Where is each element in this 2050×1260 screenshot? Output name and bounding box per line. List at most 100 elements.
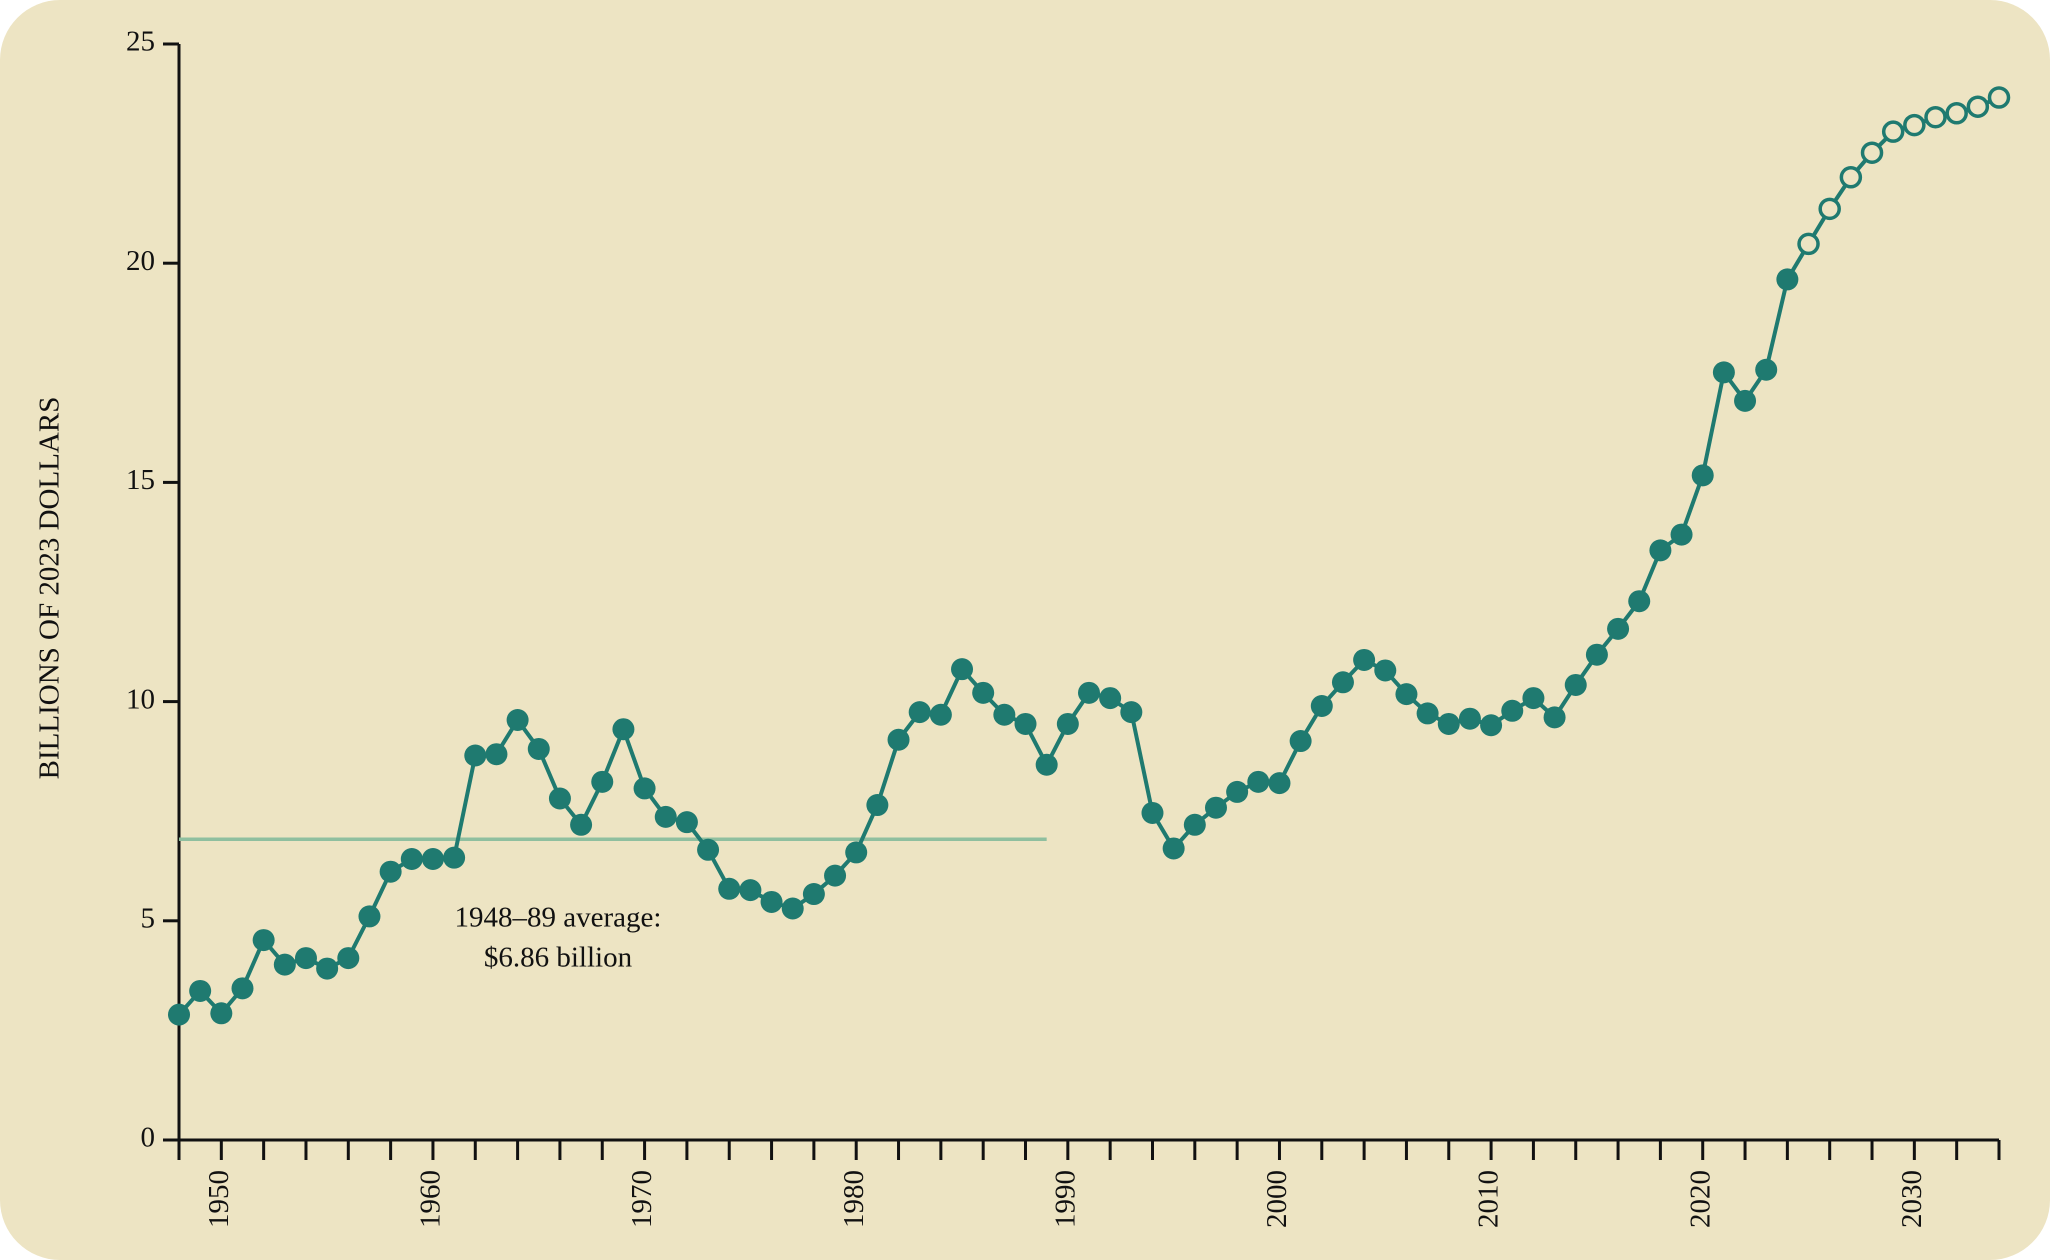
data-point (527, 737, 550, 760)
data-point (231, 977, 254, 1000)
x-tick-label: 2020 (1684, 1170, 1716, 1228)
projected-point (1839, 166, 1863, 189)
data-point (443, 846, 466, 869)
data-point (485, 743, 508, 766)
data-point (1056, 712, 1079, 735)
data-point (824, 864, 847, 887)
data-point (718, 877, 741, 900)
data-point (951, 658, 974, 681)
data-point (189, 979, 212, 1002)
data-point (1204, 796, 1227, 819)
annotation: $6.86 billion (484, 942, 633, 974)
data-point (1141, 801, 1164, 824)
data-point (421, 847, 444, 870)
data-point (781, 897, 804, 920)
data-point (1078, 681, 1100, 704)
data-point (252, 929, 275, 952)
data-point (929, 703, 952, 726)
data-point (1310, 694, 1333, 717)
data-point (908, 701, 931, 724)
projected-point (1818, 197, 1841, 221)
x-tick-label: 2000 (1261, 1170, 1293, 1228)
y-tick-label: 15 (126, 464, 155, 496)
x-tick-label: 2030 (1896, 1170, 1928, 1228)
x-tick-label: 1970 (626, 1170, 658, 1228)
data-point (1120, 701, 1143, 724)
data-point (168, 1003, 190, 1026)
data-point (316, 957, 339, 980)
data-point (1734, 389, 1757, 412)
data-point (1416, 702, 1439, 725)
data-point (845, 841, 868, 864)
data-point (1649, 539, 1672, 562)
data-point (612, 718, 635, 741)
data-point (210, 1002, 233, 1025)
projected-point (1924, 105, 1947, 129)
x-tick-label: 1950 (203, 1170, 235, 1228)
y-tick-label: 5 (141, 902, 156, 934)
data-point (1543, 706, 1566, 729)
data-point (1501, 699, 1524, 722)
data-point (1691, 464, 1714, 487)
data-point (1585, 643, 1608, 666)
projected-point (1797, 232, 1820, 256)
projected-point (1966, 95, 1990, 118)
y-tick-label: 0 (141, 1122, 156, 1154)
data-point (1374, 659, 1397, 682)
data-point (654, 805, 677, 828)
projected-point (1903, 113, 1926, 137)
annotation: 1948–89 average: (455, 902, 662, 934)
data-point (570, 813, 593, 836)
data-point (400, 847, 423, 870)
data-point (1183, 813, 1206, 836)
data-point (1014, 712, 1037, 735)
data-point (506, 709, 529, 732)
data-point (675, 811, 698, 834)
data-point (1522, 687, 1545, 710)
x-tick-label: 1980 (838, 1170, 870, 1228)
data-point (1035, 753, 1058, 776)
data-point (760, 890, 783, 913)
data-point (1331, 671, 1354, 694)
data-point (1226, 780, 1249, 803)
data-point (1670, 523, 1693, 546)
data-point (1480, 714, 1503, 737)
data-point (358, 905, 381, 928)
projected-point (1987, 86, 2011, 109)
y-tick-label: 10 (126, 683, 155, 715)
data-point (1289, 730, 1312, 753)
data-point (379, 860, 402, 883)
data-point (1437, 712, 1460, 735)
data-point (739, 879, 762, 902)
y-tick-label: 20 (126, 245, 155, 277)
data-point (1776, 268, 1799, 291)
data-point (972, 681, 995, 704)
data-point (993, 703, 1016, 726)
data-point (273, 953, 296, 976)
data-point (294, 947, 317, 970)
data-point (1268, 772, 1291, 795)
data-point (1607, 617, 1630, 640)
data-point (548, 787, 571, 810)
data-point (1755, 358, 1778, 381)
data-point (697, 838, 720, 861)
data-point (866, 794, 889, 817)
y-axis-label: BILLIONS OF 2023 DOLLARS (34, 397, 66, 780)
data-point (1353, 648, 1376, 671)
projected-point (1881, 120, 1905, 143)
x-tick-label: 1960 (415, 1170, 447, 1228)
data-point (887, 728, 910, 751)
y-tick-label: 25 (126, 26, 155, 58)
data-point (1099, 687, 1122, 710)
data-point (591, 770, 614, 793)
data-point (464, 744, 487, 767)
projected-point (1945, 102, 1968, 125)
x-tick-label: 2010 (1473, 1170, 1505, 1228)
data-point (802, 883, 825, 906)
data-point (1247, 770, 1270, 793)
data-point (337, 947, 360, 970)
x-tick-label: 1990 (1049, 1170, 1081, 1228)
data-point (1628, 590, 1651, 613)
